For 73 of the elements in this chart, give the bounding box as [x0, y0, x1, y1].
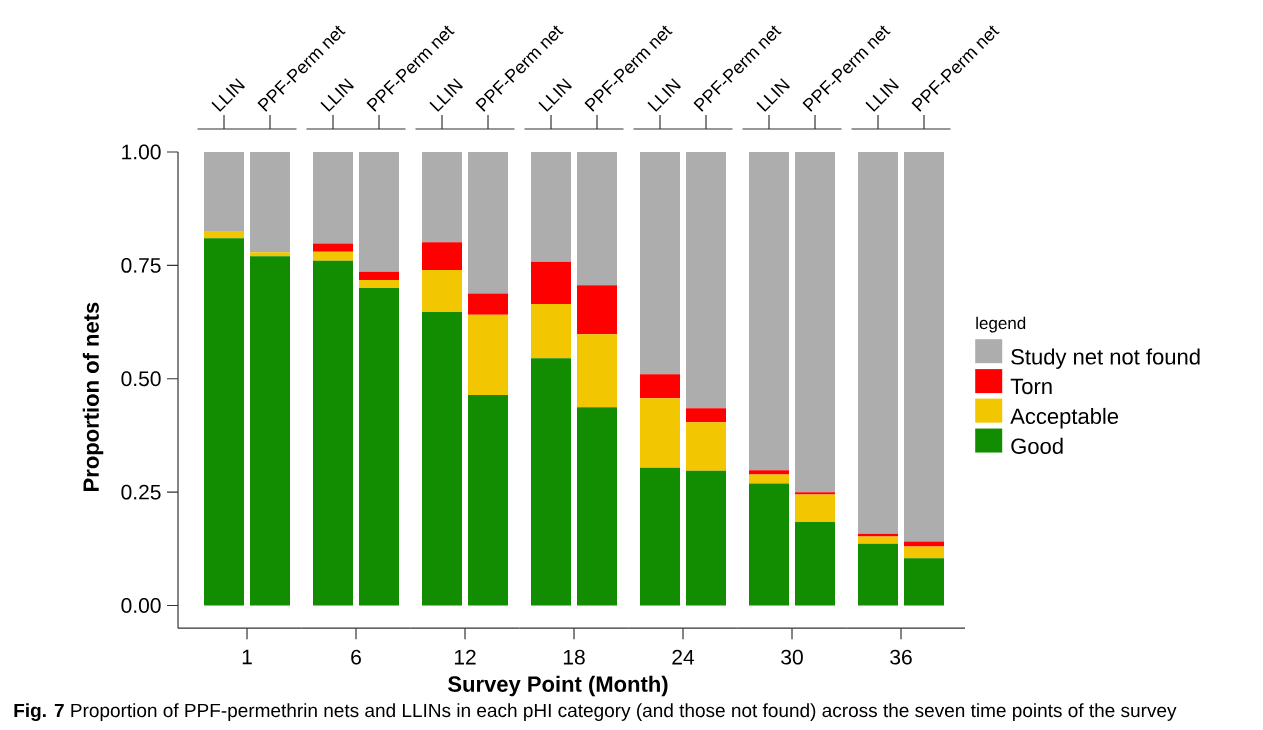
bar [904, 151, 945, 542]
bar [640, 374, 681, 399]
bar [468, 395, 509, 606]
bar [795, 151, 836, 493]
bar [904, 546, 945, 559]
x-axis-title: 6 [351, 649, 361, 665]
legend-title: legend [976, 316, 1026, 333]
bar [858, 533, 899, 537]
bar [858, 543, 899, 606]
y-tick-label: 0.50 [121, 371, 161, 387]
bar [204, 230, 245, 239]
bar [686, 422, 727, 471]
bar [640, 151, 681, 375]
bar [313, 260, 354, 606]
bar [640, 467, 681, 606]
x-axis-title: 12 [454, 649, 476, 665]
legend-label: Good [1011, 437, 1063, 454]
bar [204, 151, 245, 231]
bar [858, 151, 899, 534]
bar [422, 242, 463, 270]
bar [422, 269, 463, 313]
y-tick-label: 0.75 [121, 257, 161, 273]
bar [468, 314, 509, 396]
bar [359, 279, 400, 289]
bar [577, 151, 618, 286]
bar [531, 261, 572, 304]
bar [468, 293, 509, 315]
bar [749, 474, 790, 484]
text: Survey Point (Month) [448, 675, 668, 697]
legend-label: Acceptable [1010, 407, 1119, 429]
x-axis-title: 36 [890, 649, 912, 665]
bar [577, 285, 618, 335]
bar [686, 470, 727, 606]
bar [422, 312, 463, 606]
x-axis-title: 18 [563, 649, 585, 665]
bar [250, 256, 291, 606]
x-axis-title: 30 [781, 649, 803, 665]
bar [749, 151, 790, 471]
bar [640, 398, 681, 468]
bar [313, 251, 354, 261]
bar [313, 151, 354, 244]
y-tick-label: 0.25 [121, 484, 161, 500]
bar [749, 483, 790, 606]
bar [904, 558, 945, 606]
bar [531, 303, 572, 359]
bar [531, 358, 572, 606]
bar [359, 288, 400, 606]
bar [904, 541, 945, 547]
bar [422, 151, 463, 243]
bar [795, 522, 836, 606]
bar [204, 238, 245, 606]
y-tick-label: 1.00 [122, 144, 161, 160]
legend-label: Torn [1010, 378, 1052, 395]
bar [577, 334, 618, 408]
bar [250, 151, 291, 253]
bar [749, 470, 790, 475]
bar [577, 407, 618, 606]
bar [359, 151, 400, 272]
x-axis-title: 24 [672, 649, 695, 665]
text: Fig. 7 Proportion of PPF-permethrin nets and LLINs in each pHI category (and those not found) across the seven time points of the survey [14, 703, 1177, 722]
bar [359, 271, 400, 280]
x-axis-title: 1 [242, 649, 252, 665]
bar [531, 151, 572, 262]
bar [686, 408, 727, 423]
bar [858, 536, 899, 544]
bar [313, 243, 354, 252]
y-tick-label: 0.00 [121, 598, 161, 613]
bar [468, 151, 509, 294]
legend-label: Study net not found [1011, 348, 1200, 369]
bar [686, 151, 727, 409]
bar [795, 494, 836, 523]
y-axis-title: Proportion of nets [82, 302, 104, 491]
bar [250, 252, 291, 257]
